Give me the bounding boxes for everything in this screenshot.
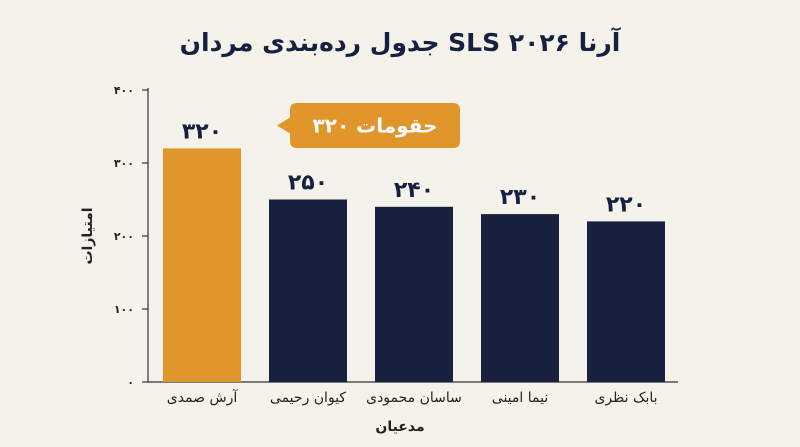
y-axis-label: امتیازات: [80, 207, 96, 264]
bar: [269, 199, 347, 382]
bar: [375, 206, 453, 382]
y-tick-label: ۱۰۰: [114, 303, 134, 316]
bar-value-label: ۲۳۰: [500, 185, 540, 210]
x-category-label: نیما امینی: [492, 390, 548, 406]
y-tick-label: ۴۰۰: [114, 84, 134, 97]
bars: ۳۲۰ ۲۵۰ ۲۴۰ ۲۳۰ ۲۲۰: [163, 119, 665, 382]
bar: [587, 221, 665, 382]
x-axis-categories: آرش صمدی کیوان رحیمی ساسان محمودی نیما امین…: [167, 389, 658, 406]
x-category-label: آرش صمدی: [167, 389, 239, 406]
bar-value-label: ۲۵۰: [288, 171, 328, 196]
bar: [163, 148, 241, 382]
y-tick-label: ۰: [127, 376, 134, 389]
bar: [481, 214, 559, 382]
callout-text: حقومات ۳۲۰: [313, 114, 438, 138]
y-tick-label: ۲۰۰: [114, 230, 134, 243]
bar-value-label: ۳۲۰: [182, 119, 222, 144]
x-axis-label: مدعیان: [375, 419, 424, 435]
highlight-callout: حقومات ۳۲۰: [277, 103, 460, 148]
x-category-label: بابک نظری: [594, 390, 657, 406]
bar-value-label: ۲۴۰: [394, 178, 434, 203]
y-tick-label: ۳۰۰: [114, 157, 134, 170]
callout-background: [277, 103, 460, 148]
bar-value-label: ۲۲۰: [606, 192, 646, 217]
x-category-label: ساسان محمودی: [366, 390, 462, 406]
chart-title: جدول رده‌بندی مردان SLS آرنا ۲۰۲۶: [180, 27, 622, 58]
x-category-label: کیوان رحیمی: [270, 390, 346, 406]
